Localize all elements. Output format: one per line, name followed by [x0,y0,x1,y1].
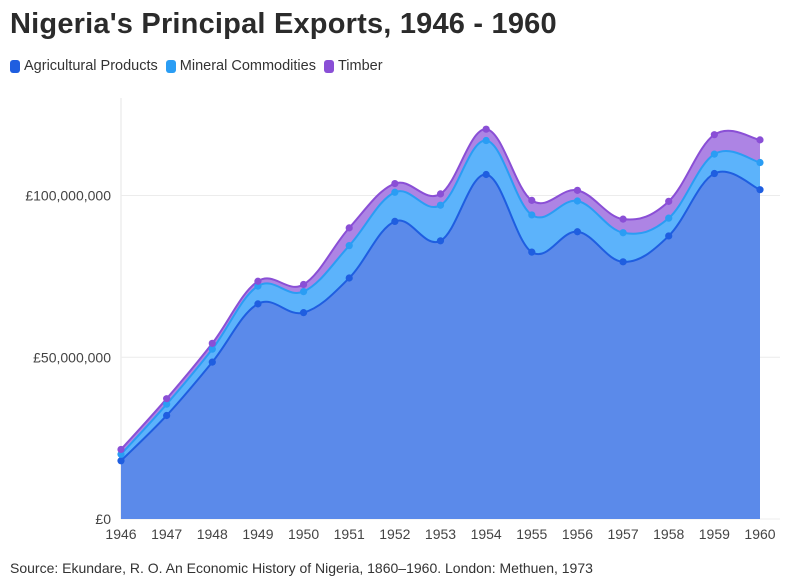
point-agricultural-1951[interactable] [345,274,353,282]
point-timber-1960[interactable] [756,136,764,144]
legend: Agricultural Products Mineral Commoditie… [10,58,385,74]
point-mineral-1953[interactable] [436,201,445,209]
point-timber-1951[interactable] [345,224,353,232]
point-agricultural-1957[interactable] [619,258,627,266]
point-timber-1949[interactable] [254,277,262,285]
x-tick-label: 1947 [151,526,182,542]
point-agricultural-1950[interactable] [299,309,308,317]
point-timber-1948[interactable] [208,339,216,347]
point-agricultural-1958[interactable] [665,232,673,240]
legend-item-mineral[interactable]: Mineral Commodities [165,58,316,74]
point-mineral-1952[interactable] [391,188,399,196]
x-tick-label: 1952 [379,526,410,542]
point-mineral-1957[interactable] [619,229,627,237]
legend-item-timber[interactable]: Timber [323,58,383,74]
point-agricultural-1947[interactable] [163,411,171,420]
y-tick-label: £100,000,000 [25,188,111,204]
point-timber-1953[interactable] [436,190,445,198]
point-agricultural-1959[interactable] [710,169,718,178]
area-agricultural [121,171,760,519]
point-mineral-1956[interactable] [573,197,582,205]
x-tick-label: 1957 [607,526,638,542]
point-timber-1955[interactable] [528,196,536,204]
point-timber-1946[interactable] [117,445,125,454]
point-timber-1956[interactable] [573,186,582,194]
point-agricultural-1952[interactable] [391,217,399,225]
y-tick-label: £50,000,000 [33,349,111,365]
point-mineral-1958[interactable] [665,214,673,222]
point-timber-1959[interactable] [710,131,718,139]
legend-label-agricultural: Agricultural Products [24,58,158,74]
series-points [117,125,764,465]
x-tick-label: 1959 [699,526,730,542]
y-axis: £0 £50,000,000 £100,000,000 [25,188,111,527]
x-tick-label: 1949 [242,526,273,542]
chart-title: Nigeria's Principal Exports, 1946 - 1960 [10,8,557,40]
x-tick-label: 1958 [653,526,684,542]
y-tick-label: £0 [95,511,111,527]
legend-label-timber: Timber [337,58,383,74]
legend-swatch-agricultural [10,59,20,73]
legend-label-mineral: Mineral Commodities [179,58,316,74]
x-tick-label: 1948 [197,526,228,542]
x-tick-label: 1946 [105,526,136,542]
point-timber-1952[interactable] [391,179,399,188]
point-mineral-1955[interactable] [528,211,536,219]
point-timber-1958[interactable] [665,197,673,205]
x-axis: 1946 1947 1948 1949 1950 1951 1952 1953 1954 1955… [105,526,775,542]
point-agricultural-1954[interactable] [482,170,490,179]
legend-item-agricultural[interactable]: Agricultural Products [10,58,158,74]
x-tick-label: 1951 [334,526,365,542]
point-mineral-1950[interactable] [299,287,308,296]
x-tick-label: 1955 [516,526,547,542]
legend-swatch-mineral [165,59,176,73]
point-agricultural-1948[interactable] [208,358,216,366]
point-timber-1947[interactable] [163,395,171,403]
x-tick-label: 1960 [744,526,775,542]
point-mineral-1948[interactable] [208,345,216,353]
x-tick-label: 1956 [562,526,593,542]
source-note: Source: Ekundare, R. O. An Economic Hist… [10,560,593,576]
point-mineral-1959[interactable] [710,150,718,158]
x-tick-label: 1954 [471,526,502,542]
point-agricultural-1953[interactable] [436,237,445,245]
point-timber-1950[interactable] [299,280,308,289]
series-areas [121,129,760,519]
legend-swatch-timber [323,59,334,73]
point-mineral-1951[interactable] [345,242,353,250]
point-timber-1954[interactable] [482,125,490,133]
x-tick-label: 1953 [425,526,456,542]
point-agricultural-1955[interactable] [528,248,536,256]
area-timber [121,129,760,455]
point-timber-1957[interactable] [619,215,627,223]
point-agricultural-1949[interactable] [254,300,262,308]
point-mineral-1960[interactable] [756,158,764,167]
x-tick-label: 1950 [288,526,319,542]
point-mineral-1954[interactable] [482,136,490,145]
point-mineral-1947[interactable] [163,400,171,408]
point-agricultural-1960[interactable] [756,186,764,194]
area-mineral [121,140,760,461]
point-agricultural-1946[interactable] [117,457,125,465]
point-agricultural-1956[interactable] [573,228,582,236]
